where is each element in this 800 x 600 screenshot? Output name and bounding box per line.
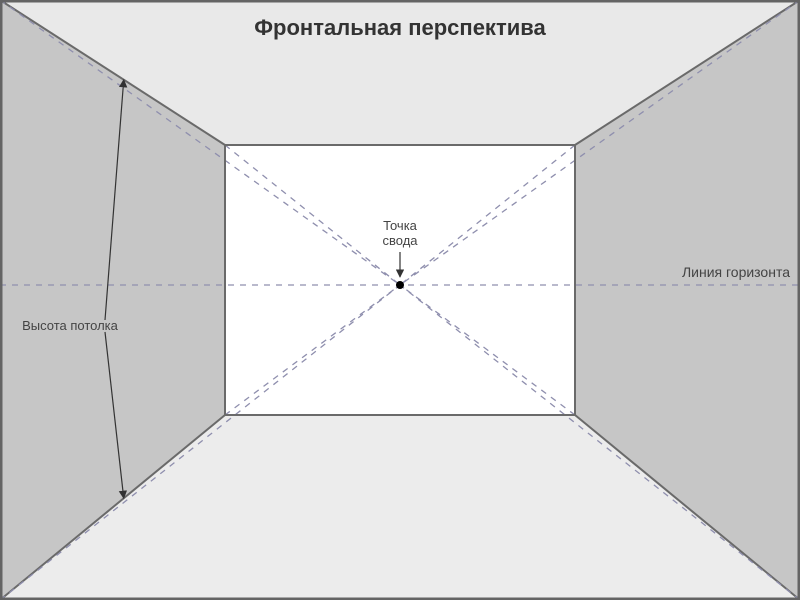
back-wall-plane xyxy=(225,145,575,415)
vanishing-point-dot xyxy=(396,281,404,289)
ceiling-height-label: Высота потолка xyxy=(22,318,119,333)
diagram-title: Фронтальная перспектива xyxy=(254,15,546,40)
perspective-diagram: Фронтальная перспектива Точкасвода Линия г… xyxy=(0,0,800,600)
horizon-line-label: Линия горизонта xyxy=(682,264,790,280)
vanishing-point-label: Точкасвода xyxy=(382,218,418,248)
